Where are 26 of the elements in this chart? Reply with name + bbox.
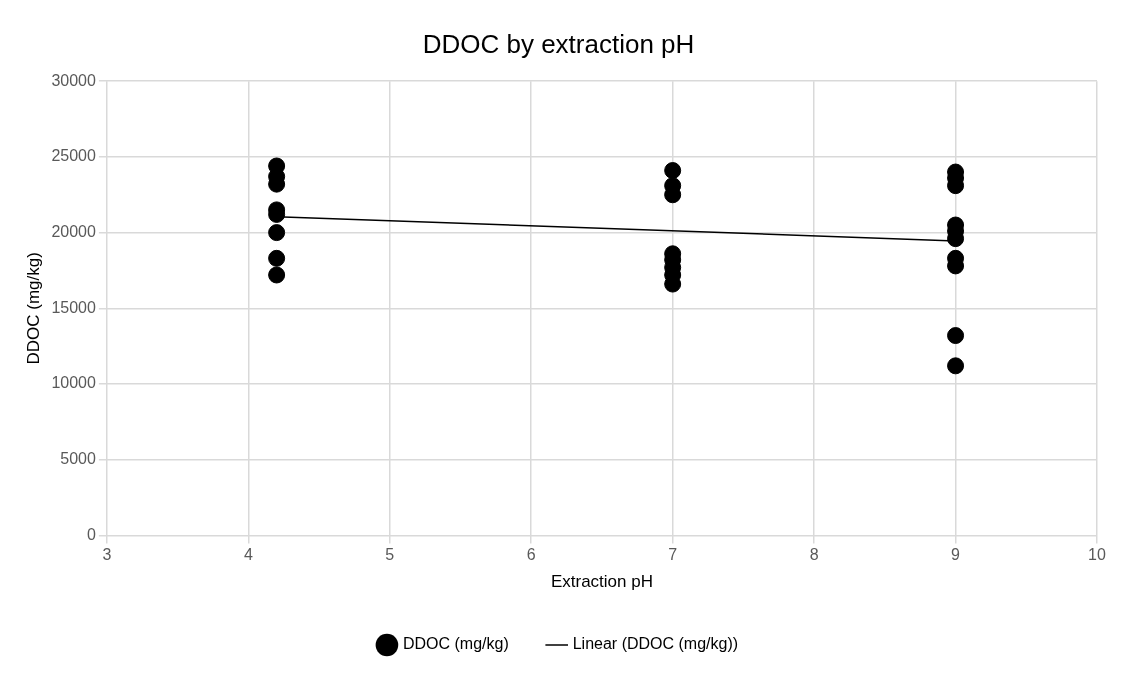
chart-title: DDOC by extraction pH (422, 28, 695, 59)
y-axis-title: DDOC (mg/kg) (23, 252, 43, 365)
point (947, 357, 965, 375)
x-tick-label: 9 (951, 546, 961, 564)
y-tick-label: 25000 (51, 147, 96, 165)
x-axis-title: Extraction pH (550, 572, 653, 592)
x-tick-label: 3 (102, 546, 112, 564)
x-tick-label: 8 (809, 546, 819, 564)
x-tick-label: 7 (668, 546, 678, 564)
point (664, 162, 682, 180)
x-tick-label: 6 (526, 546, 536, 564)
legend-label: DDOC (mg/kg) (402, 635, 509, 653)
y-tick-label: 30000 (51, 71, 96, 89)
x-tick-label: 10 (1088, 546, 1106, 564)
point (268, 224, 286, 242)
y-tick-label: 20000 (51, 223, 96, 241)
y-tick-label: 10000 (51, 374, 96, 392)
point (268, 249, 286, 267)
point (268, 266, 286, 284)
y-tick-label: 15000 (51, 298, 96, 316)
point (947, 327, 965, 345)
y-tick-label: 0 (86, 525, 96, 543)
x-tick-label: 5 (385, 546, 395, 564)
legend-label: Linear (DDOC (mg/kg)) (572, 635, 739, 653)
y-tick-label: 5000 (60, 450, 96, 468)
x-tick-label: 4 (243, 546, 253, 564)
